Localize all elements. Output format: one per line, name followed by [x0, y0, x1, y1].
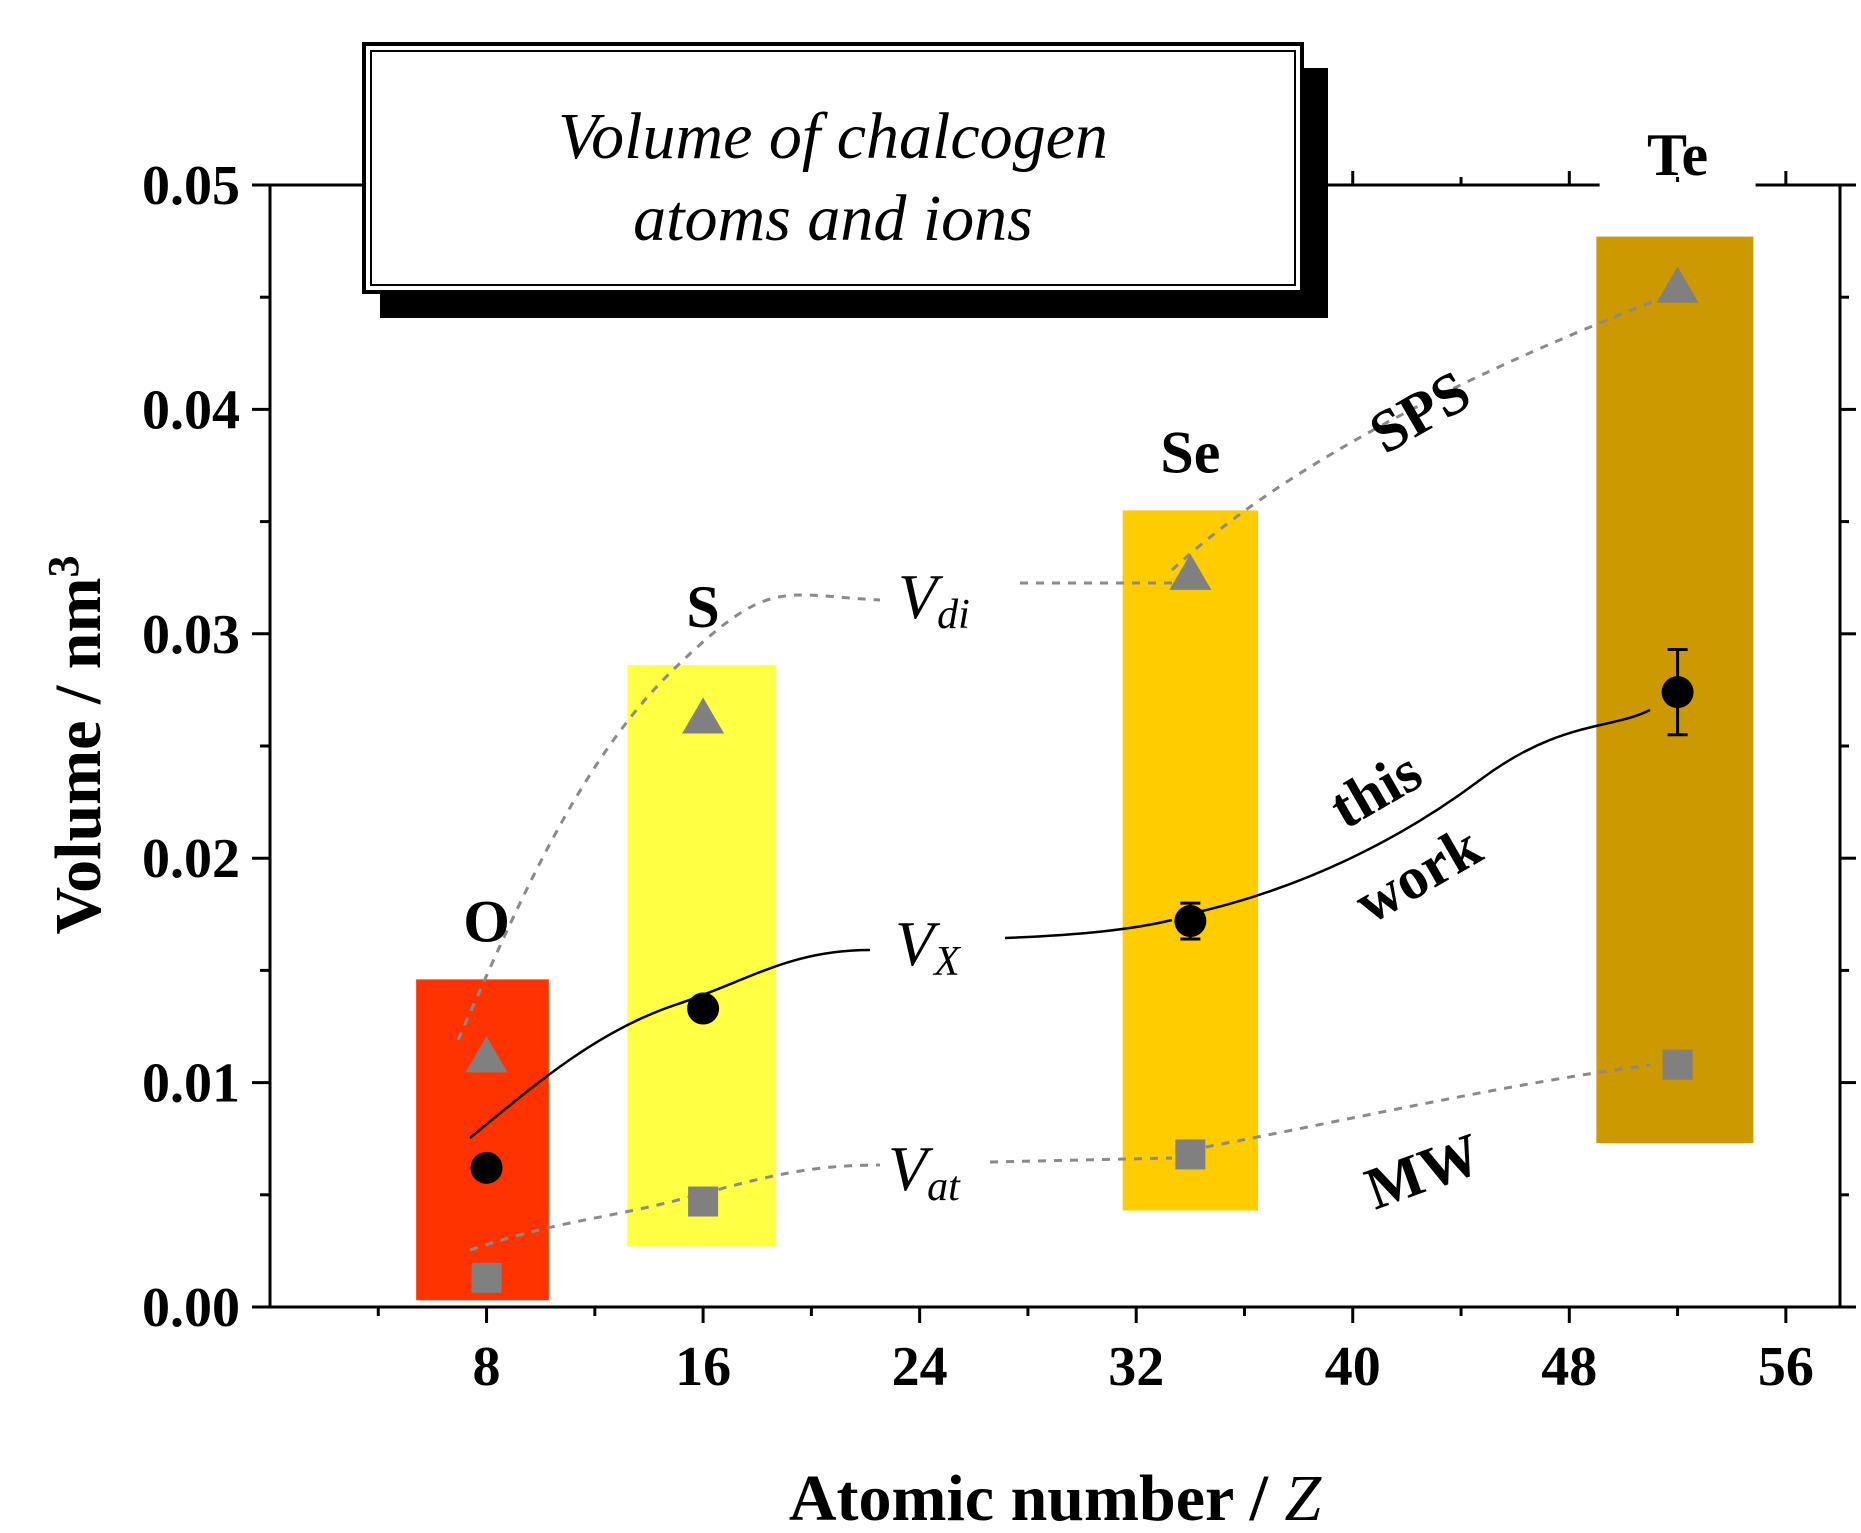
vx-label: VX [895, 908, 962, 985]
y-tick-label: 0.00 [142, 1277, 240, 1339]
vat-label-base: V [888, 1133, 934, 1204]
vx-curve-mid [1004, 918, 1173, 940]
title-box-inner [370, 50, 1296, 286]
x-axis-title-main: Atomic number / [789, 1462, 1285, 1533]
vat-point [688, 1186, 719, 1217]
axes: 8 16 24 32 40 48 56 0.00 0.01 0.02 0.03 0.04 0.05 [142, 155, 1856, 1398]
vdi-point [1656, 266, 1699, 303]
title-line-1: Volume of chalcogen [558, 100, 1108, 173]
x-tick-label: 24 [892, 1336, 948, 1398]
vx-point [470, 1151, 503, 1184]
x-axis-title: Atomic number / Z [789, 1462, 1323, 1533]
vx-point [1174, 905, 1207, 938]
vat-label-sub: at [927, 1164, 961, 1210]
vx-curve-left [469, 948, 871, 1139]
mw-label: MW [1357, 1120, 1489, 1222]
vx-point [1661, 676, 1694, 709]
vat-point [1175, 1139, 1206, 1170]
vx-label-base: V [895, 908, 941, 979]
vat-point [471, 1262, 502, 1293]
y-tick-label: 0.04 [142, 379, 240, 441]
x-tick-label: 8 [473, 1336, 501, 1398]
vdi-point [682, 697, 725, 734]
title-box: Volume of chalcogen atoms and ions [362, 42, 1328, 318]
title-line-2: atoms and ions [633, 182, 1033, 255]
element-label-o: O [463, 888, 510, 954]
y-axis-title-main: Volume / nm [42, 578, 115, 935]
y-tick-label: 0.01 [142, 1053, 240, 1115]
series-curves [456, 293, 1671, 1252]
element-labels: O S Se Te [463, 122, 1756, 954]
element-label-te: Te [1647, 122, 1708, 188]
vdi-point [465, 1036, 508, 1073]
vat-curve-mid [989, 1156, 1173, 1164]
vat-point [1662, 1049, 1693, 1080]
y-tick-label: 0.03 [142, 604, 240, 666]
y-tick-label: 0.02 [142, 828, 240, 890]
band-s [627, 665, 777, 1247]
te-label-frame-gap [1599, 182, 1756, 189]
band-se [1122, 510, 1259, 1211]
element-label-se: Se [1160, 419, 1220, 485]
sps-label: SPS [1359, 357, 1482, 466]
vx-label-sub: X [932, 939, 962, 985]
vat-curve-left [469, 1163, 881, 1252]
this-work-label-line1: this [1319, 737, 1433, 841]
vat-curve-right [1189, 1063, 1651, 1152]
vdi-label-base: V [898, 561, 944, 632]
vdi-label: Vdi [898, 561, 970, 638]
data-marks [465, 266, 1699, 1293]
vx-curve-right [1184, 708, 1651, 917]
y-axis-title-sup: 3 [39, 556, 88, 578]
element-label-s: S [686, 574, 719, 640]
element-bands [416, 236, 1754, 1301]
vx-point [687, 992, 720, 1025]
x-tick-label: 32 [1108, 1336, 1164, 1398]
x-tick-label: 56 [1758, 1336, 1814, 1398]
x-tick-label: 48 [1541, 1336, 1597, 1398]
vdi-label-sub: di [937, 592, 970, 638]
vat-label: Vat [888, 1133, 961, 1210]
y-axis-title: Volume / nm3 [39, 556, 115, 935]
vdi-curve [456, 593, 881, 1041]
y-tick-label: 0.05 [142, 155, 240, 217]
x-tick-label: 40 [1325, 1336, 1381, 1398]
vdi-point [1169, 553, 1212, 590]
x-axis-title-var: Z [1284, 1462, 1322, 1533]
title-box-frame [362, 42, 1304, 294]
x-tick-label: 16 [675, 1336, 731, 1398]
band-o [416, 979, 549, 1301]
